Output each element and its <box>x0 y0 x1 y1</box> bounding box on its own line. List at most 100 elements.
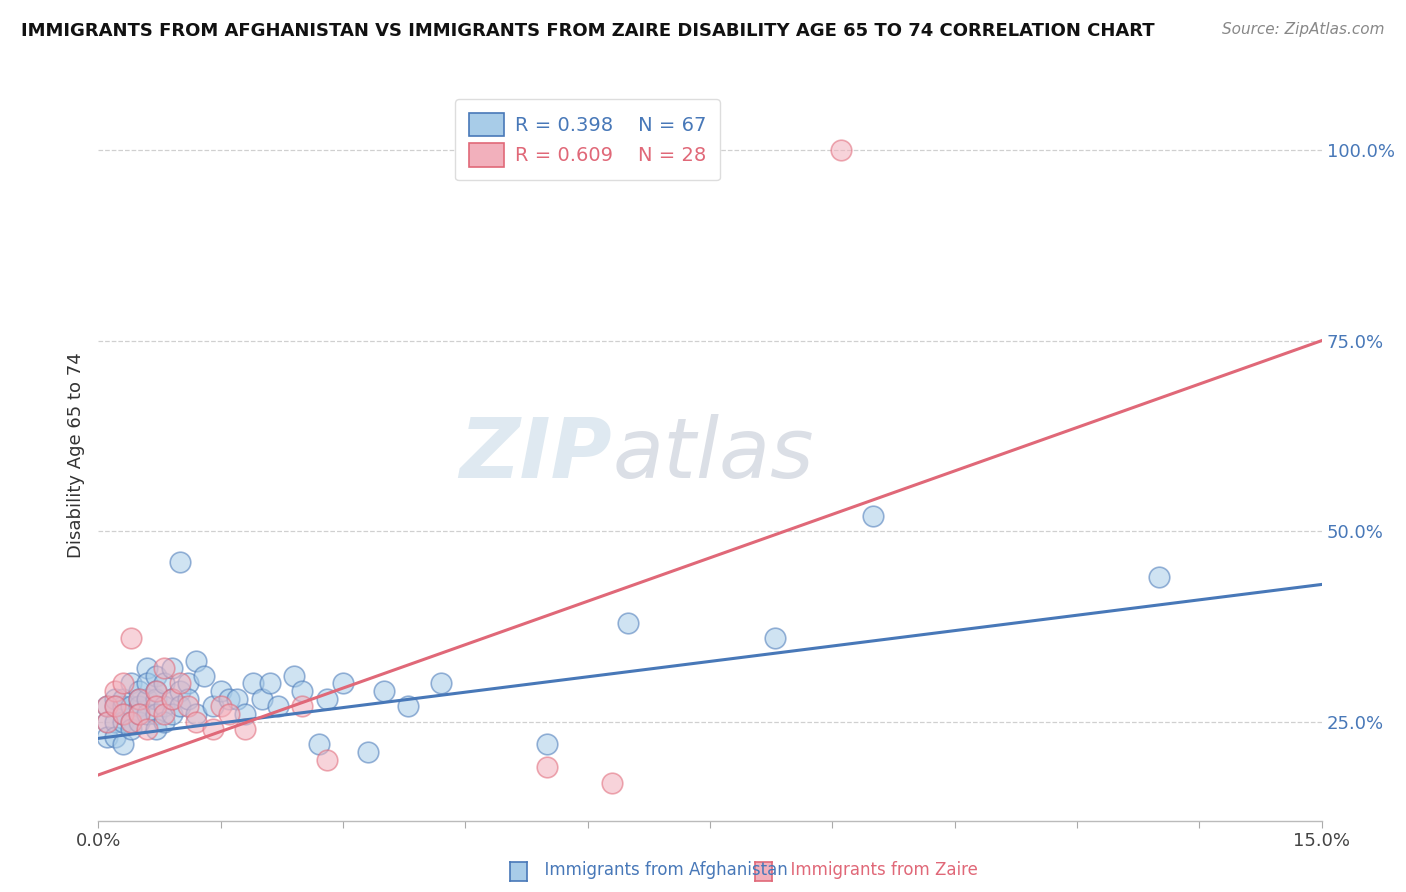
Point <box>177 699 200 714</box>
Point <box>120 714 142 729</box>
Point <box>145 691 167 706</box>
Point <box>120 723 142 737</box>
Point <box>356 745 378 759</box>
Point <box>763 631 786 645</box>
Point <box>104 714 127 729</box>
Point <box>250 691 273 706</box>
Point <box>120 631 142 645</box>
Point <box>177 691 200 706</box>
Point <box>111 699 134 714</box>
Point <box>136 691 159 706</box>
Point <box>152 676 174 690</box>
Point <box>186 654 208 668</box>
Text: ZIP: ZIP <box>460 415 612 495</box>
Point <box>1147 570 1170 584</box>
Text: IMMIGRANTS FROM AFGHANISTAN VS IMMIGRANTS FROM ZAIRE DISABILITY AGE 65 TO 74 COR: IMMIGRANTS FROM AFGHANISTAN VS IMMIGRANT… <box>21 22 1154 40</box>
Point <box>430 676 453 690</box>
Point <box>128 706 150 721</box>
Point <box>617 615 640 630</box>
Point <box>373 684 395 698</box>
Point <box>315 691 337 706</box>
Point <box>96 714 118 729</box>
Point <box>120 676 142 690</box>
Point <box>145 684 167 698</box>
Point <box>96 699 118 714</box>
Point <box>209 684 232 698</box>
Point <box>111 676 134 690</box>
Point <box>111 738 134 752</box>
Point <box>201 723 224 737</box>
Point <box>96 730 118 744</box>
Text: atlas: atlas <box>612 415 814 495</box>
Point <box>96 714 118 729</box>
Point <box>104 684 127 698</box>
Point <box>111 706 134 721</box>
Point <box>128 691 150 706</box>
Text: Source: ZipAtlas.com: Source: ZipAtlas.com <box>1222 22 1385 37</box>
Point <box>160 706 183 721</box>
Point <box>128 691 150 706</box>
Y-axis label: Disability Age 65 to 74: Disability Age 65 to 74 <box>66 352 84 558</box>
Point <box>169 684 191 698</box>
Point <box>226 691 249 706</box>
Point <box>160 661 183 675</box>
Text: Immigrants from Zaire: Immigrants from Zaire <box>780 861 979 879</box>
Point <box>259 676 281 690</box>
Point <box>128 706 150 721</box>
Point <box>152 714 174 729</box>
Point <box>308 738 330 752</box>
Point <box>152 706 174 721</box>
Point <box>96 699 118 714</box>
Point <box>186 706 208 721</box>
Point <box>145 706 167 721</box>
Point <box>169 699 191 714</box>
Point <box>136 676 159 690</box>
Point <box>145 669 167 683</box>
Point <box>600 775 623 789</box>
Point <box>136 661 159 675</box>
Point <box>291 684 314 698</box>
Point <box>169 555 191 569</box>
Point <box>218 691 240 706</box>
Legend: R = 0.398    N = 67, R = 0.609    N = 28: R = 0.398 N = 67, R = 0.609 N = 28 <box>456 99 720 180</box>
Point <box>128 699 150 714</box>
Point <box>396 699 419 714</box>
Text: Immigrants from Afghanistan: Immigrants from Afghanistan <box>534 861 787 879</box>
Point <box>830 143 852 157</box>
Point <box>136 706 159 721</box>
Point <box>111 706 134 721</box>
Point <box>145 699 167 714</box>
Point <box>104 730 127 744</box>
Point <box>291 699 314 714</box>
Point <box>242 676 264 690</box>
Point <box>267 699 290 714</box>
Point <box>104 699 127 714</box>
Point <box>145 723 167 737</box>
Point <box>128 714 150 729</box>
Point <box>104 699 127 714</box>
Point <box>145 684 167 698</box>
Point <box>104 691 127 706</box>
Point <box>136 723 159 737</box>
Point <box>152 661 174 675</box>
Point <box>169 676 191 690</box>
Point <box>160 691 183 706</box>
Point <box>120 714 142 729</box>
Point <box>332 676 354 690</box>
Point <box>128 684 150 698</box>
Point <box>111 691 134 706</box>
Point <box>233 723 256 737</box>
Point <box>120 699 142 714</box>
Point <box>283 669 305 683</box>
Point <box>111 714 134 729</box>
Point <box>193 669 215 683</box>
Point <box>233 706 256 721</box>
Point <box>177 676 200 690</box>
Point <box>186 714 208 729</box>
Point <box>209 699 232 714</box>
Point <box>218 706 240 721</box>
Point <box>201 699 224 714</box>
Point <box>536 738 558 752</box>
Point <box>536 760 558 774</box>
Point <box>862 508 884 523</box>
